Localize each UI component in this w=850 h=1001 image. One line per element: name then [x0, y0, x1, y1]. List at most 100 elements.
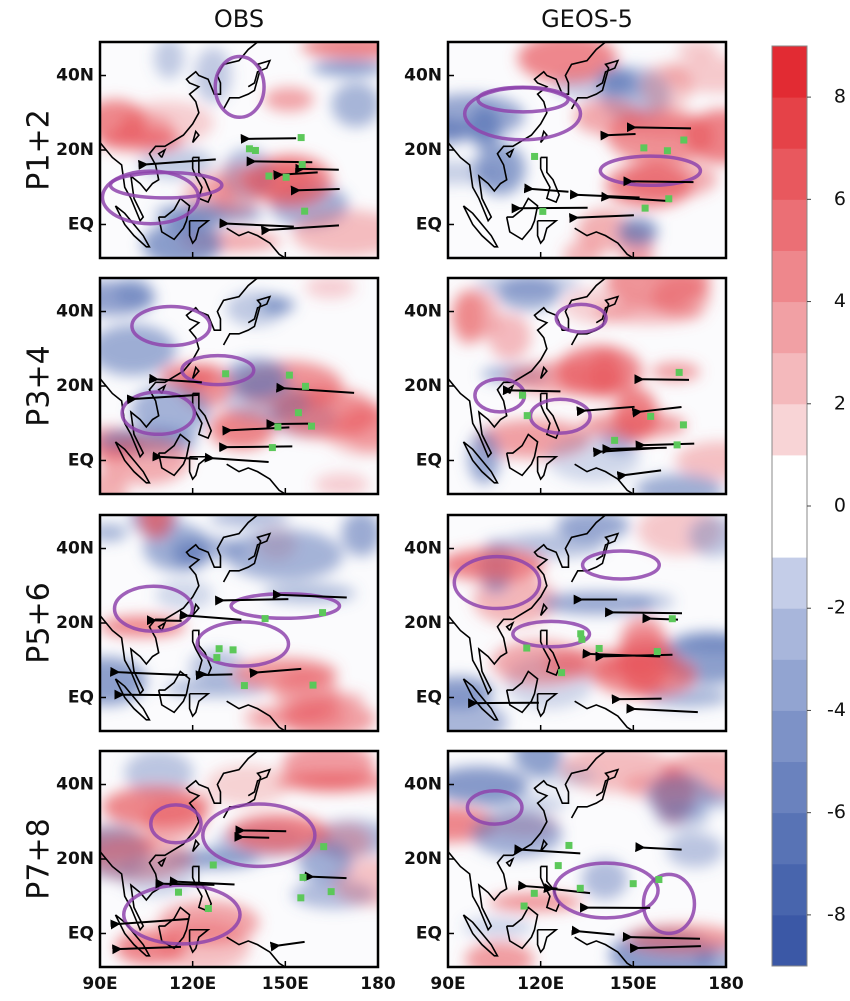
- contour: [112, 584, 195, 634]
- wind-vector: [148, 373, 202, 384]
- negative-anomaly: [153, 42, 185, 79]
- genesis-point: [673, 441, 681, 449]
- coastline: [574, 463, 634, 494]
- positive-anomaly: [453, 290, 500, 340]
- lat-tick-label: 20N: [56, 613, 94, 633]
- lat-tick-label: EQ: [68, 923, 94, 943]
- wind-vector: [260, 224, 340, 236]
- negative-anomaly: [474, 278, 581, 295]
- negative-anomaly: [688, 515, 726, 558]
- genesis-point: [294, 409, 302, 417]
- genesis-point: [531, 152, 539, 160]
- lat-tick-label: EQ: [416, 214, 442, 234]
- coastline: [226, 463, 286, 494]
- map-panel: [448, 751, 726, 967]
- genesis-point: [240, 682, 248, 690]
- positive-anomaly: [651, 362, 701, 382]
- negative-anomaly: [448, 698, 508, 731]
- wind-vector: [295, 163, 339, 174]
- positive-anomaly: [100, 129, 182, 152]
- lat-tick-label: 40N: [56, 775, 94, 795]
- lat-tick-label: 20N: [56, 140, 94, 160]
- positive-anomaly: [505, 361, 625, 396]
- genesis-point: [285, 371, 293, 379]
- map-panel: [100, 42, 378, 258]
- coastline: [157, 621, 167, 631]
- coastline: [191, 838, 200, 853]
- map-panel: [448, 42, 726, 258]
- wind-vector: [623, 176, 694, 187]
- genesis-point: [679, 421, 687, 429]
- coastline: [536, 928, 559, 954]
- coastline: [100, 278, 259, 459]
- coastline: [114, 441, 151, 484]
- colorbar-band: [772, 352, 807, 405]
- contour: [554, 302, 608, 334]
- positive-anomaly: [464, 941, 535, 967]
- wind-vector: [605, 607, 683, 618]
- colorbar-tick-label: -2: [827, 597, 846, 619]
- negative-anomaly: [468, 431, 501, 485]
- wind-vector: [276, 382, 355, 394]
- genesis-point: [215, 645, 223, 653]
- genesis-point: [665, 195, 673, 203]
- coastline: [505, 148, 515, 158]
- lat-tick-label: 40N: [404, 539, 442, 559]
- coastline: [157, 857, 167, 867]
- wind-vector: [155, 878, 215, 889]
- coastline: [539, 156, 561, 204]
- genesis-point: [302, 382, 310, 390]
- genesis-point: [523, 644, 531, 652]
- positive-anomaly: [100, 615, 186, 637]
- genesis-point: [655, 876, 663, 884]
- wind-vector: [179, 610, 242, 621]
- genesis-point: [675, 368, 683, 376]
- coastline: [188, 455, 211, 481]
- column-title: GEOS-5: [541, 5, 633, 33]
- genesis-point: [261, 615, 269, 623]
- colorbar-tick-label: 0: [834, 495, 846, 517]
- negative-anomaly: [260, 297, 296, 314]
- lon-tick-label: 180: [708, 974, 744, 994]
- coastline: [462, 914, 499, 957]
- genesis-point: [268, 444, 276, 452]
- genesis-point: [554, 862, 562, 870]
- lat-tick-label: 20N: [56, 849, 94, 869]
- negative-anomaly: [223, 382, 311, 422]
- wind-vector: [571, 925, 615, 936]
- lon-tick-label: 120E: [517, 974, 564, 994]
- genesis-point: [653, 648, 661, 656]
- lat-tick-label: 20N: [56, 376, 94, 396]
- negative-anomaly: [341, 515, 378, 557]
- colorbar-tick-label: 6: [834, 188, 846, 210]
- genesis-point: [576, 884, 584, 892]
- row-label: P5+6: [22, 582, 57, 663]
- coastline: [157, 148, 167, 158]
- colorbar-band: [772, 914, 807, 967]
- wind-vector: [204, 452, 269, 464]
- coastline: [462, 205, 499, 248]
- negative-anomaly: [462, 916, 533, 939]
- wind-vector: [634, 374, 690, 385]
- coastline: [505, 621, 515, 631]
- coastline: [114, 678, 151, 721]
- coastline: [448, 42, 607, 223]
- negative-anomaly: [331, 81, 378, 128]
- negative-anomaly: [556, 515, 630, 541]
- genesis-point: [319, 609, 327, 617]
- genesis-point: [174, 888, 182, 896]
- map-panel: [448, 278, 726, 494]
- negative-anomaly: [194, 47, 232, 104]
- coastline: [191, 129, 200, 144]
- coastline: [100, 42, 259, 223]
- wind-vector: [517, 880, 558, 891]
- coastline: [570, 295, 620, 346]
- colorbar-band: [772, 761, 807, 814]
- coastline: [226, 700, 286, 731]
- positive-anomaly: [138, 515, 173, 539]
- coastline: [505, 857, 515, 867]
- wind-vector: [219, 442, 293, 453]
- coastline: [222, 295, 272, 346]
- lat-tick-label: EQ: [68, 214, 94, 234]
- wind-vector: [622, 931, 701, 942]
